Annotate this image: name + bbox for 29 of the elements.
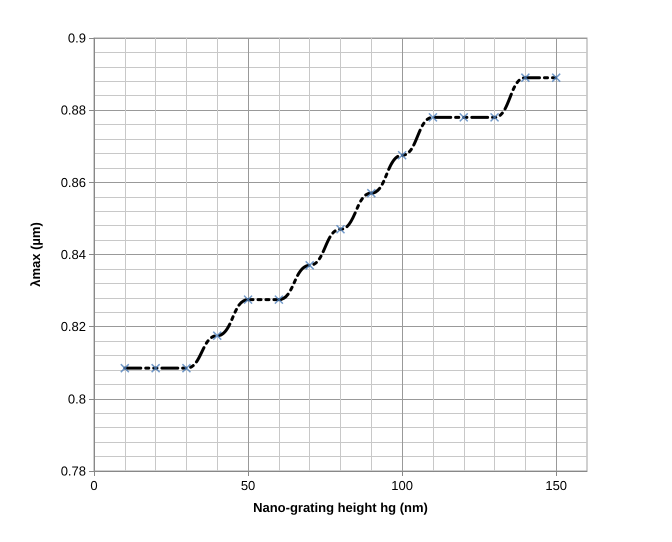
y-axis-title: λmax (µm) [28, 222, 43, 287]
point [397, 150, 407, 160]
y-tick-label: 0.8 [68, 391, 86, 406]
point [304, 260, 314, 270]
point [459, 112, 468, 122]
x-tick-label: 0 [90, 478, 98, 493]
line-series [123, 76, 558, 370]
point [243, 294, 253, 304]
x-axis-title: Nano-grating height hg (nm) [253, 500, 428, 515]
point [490, 112, 500, 122]
x-tick-label: 150 [545, 478, 568, 493]
y-tick-label: 0.86 [60, 174, 86, 190]
y-tick-label: 0.78 [60, 464, 86, 478]
y-tick-label: 0.88 [60, 102, 86, 118]
point [551, 72, 561, 82]
point [150, 363, 160, 373]
x-tick-label: 50 [240, 478, 256, 493]
point [274, 294, 284, 304]
point [212, 330, 222, 340]
point [182, 363, 192, 373]
point [520, 72, 530, 82]
y-tick-label: 0.9 [68, 30, 86, 46]
point [120, 363, 130, 373]
point [366, 188, 376, 198]
y-tick-label: 0.84 [60, 247, 86, 262]
point [336, 224, 346, 234]
x-tick-label: 100 [391, 478, 413, 493]
y-tick-label: 0.82 [60, 319, 86, 334]
point [428, 112, 438, 122]
